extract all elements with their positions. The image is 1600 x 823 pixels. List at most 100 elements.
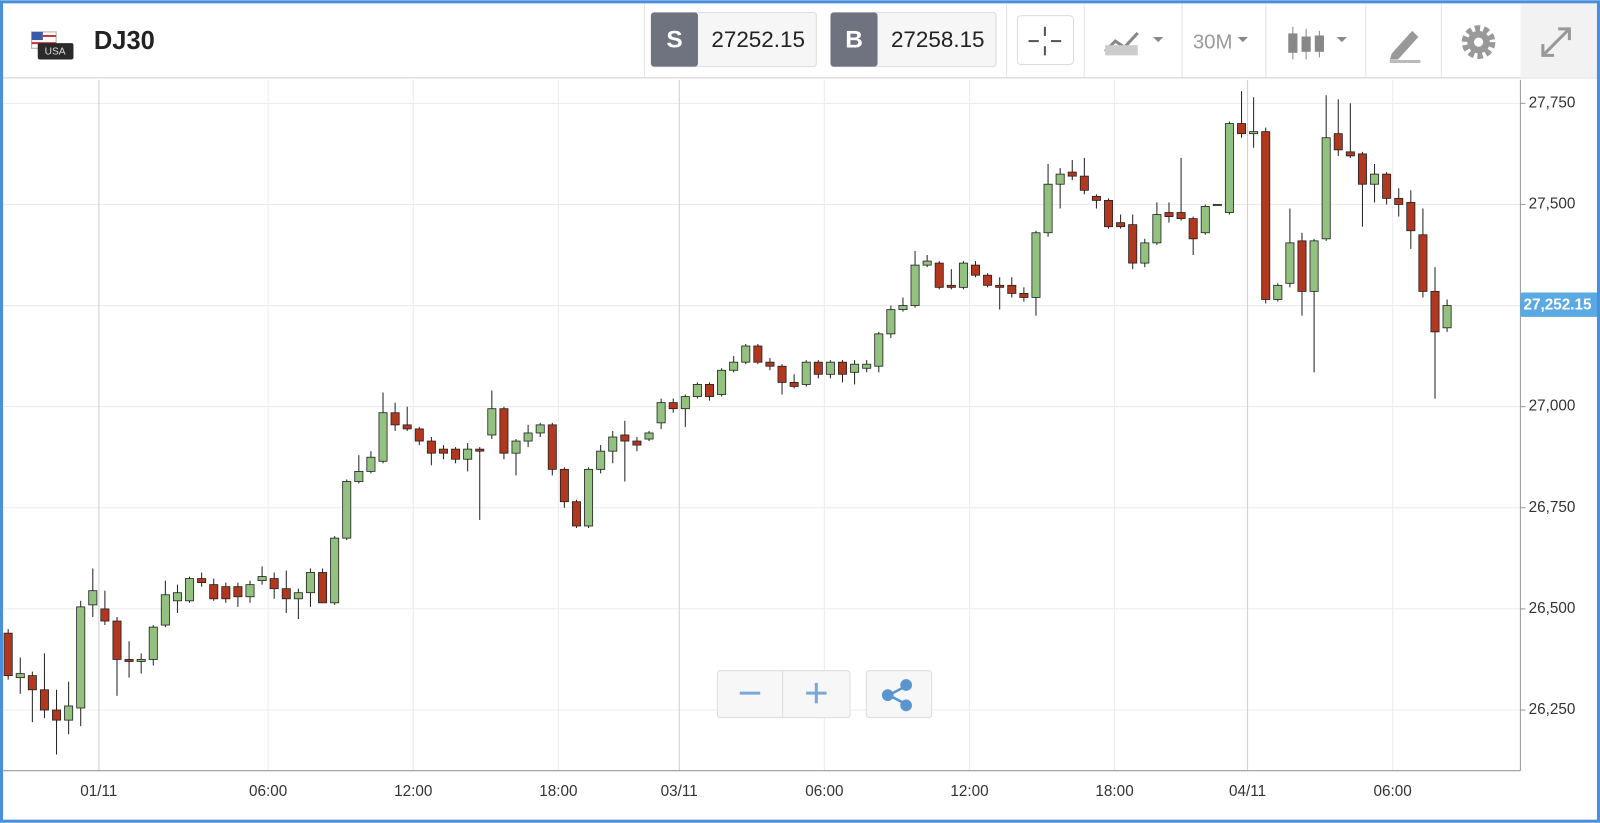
chart-type-button[interactable] bbox=[1104, 31, 1164, 56]
candle-body bbox=[898, 305, 908, 311]
candle-body bbox=[596, 450, 606, 470]
candle-body bbox=[1406, 202, 1416, 232]
caret bbox=[1237, 37, 1248, 43]
candle-body bbox=[390, 412, 400, 426]
candle-body bbox=[995, 284, 1005, 288]
icon-dot bbox=[900, 699, 912, 712]
separator bbox=[1440, 3, 1442, 78]
candle-body bbox=[366, 456, 376, 472]
candle-body bbox=[704, 384, 714, 397]
candle-body bbox=[886, 309, 896, 335]
candle-body bbox=[1382, 173, 1392, 199]
candle-body bbox=[946, 284, 956, 288]
candle-body bbox=[934, 262, 944, 288]
toolbar: USA DJ30 S 27252.15 B 27258.15 30M bbox=[3, 3, 1597, 79]
expand-icon bbox=[1541, 27, 1571, 57]
flag-tag bbox=[37, 43, 74, 60]
sell-tag bbox=[651, 12, 698, 67]
zoom-box bbox=[716, 670, 851, 719]
caret bbox=[1153, 37, 1164, 43]
candle-body bbox=[305, 572, 315, 594]
candle-body bbox=[692, 384, 702, 397]
candle-body bbox=[813, 361, 823, 375]
draw-tool-icon[interactable] bbox=[1389, 30, 1421, 64]
timeframe[interactable]: 30M bbox=[1193, 32, 1233, 54]
candle-body bbox=[1104, 199, 1114, 228]
candle-body bbox=[777, 365, 787, 383]
candle-body bbox=[136, 659, 146, 662]
candle-body bbox=[160, 594, 170, 626]
candle-body bbox=[499, 408, 509, 454]
symbol: DJ30 bbox=[94, 27, 155, 55]
candle-body bbox=[1285, 242, 1295, 284]
candle-body bbox=[1394, 197, 1404, 205]
candles-icon[interactable] bbox=[1288, 26, 1347, 60]
candle-body bbox=[451, 448, 461, 460]
area-icon bbox=[1105, 45, 1138, 56]
candle-body bbox=[3, 632, 13, 677]
candle-body bbox=[983, 274, 993, 286]
candle-body bbox=[571, 501, 581, 527]
sell-label: S bbox=[666, 27, 682, 54]
buy-label: B bbox=[845, 27, 863, 54]
icon-line bbox=[1558, 27, 1571, 41]
zoom-controls bbox=[716, 670, 933, 719]
plot-area: 26,25026,50026,75027,00027,25027,50027,7… bbox=[3, 79, 1600, 800]
candle-body bbox=[1043, 183, 1053, 234]
candle-body bbox=[426, 440, 436, 454]
candle-body bbox=[1019, 293, 1029, 298]
x-tick-label: 18:00 bbox=[539, 783, 577, 800]
candle-body bbox=[668, 402, 678, 410]
icon-line bbox=[1541, 44, 1555, 57]
separator bbox=[1006, 3, 1008, 78]
share-icon bbox=[881, 679, 912, 712]
icon-dot bbox=[881, 689, 894, 702]
candle-body bbox=[330, 537, 340, 604]
y-tick-label: 27,750 bbox=[1529, 94, 1576, 111]
separator bbox=[1181, 3, 1183, 78]
candle-body bbox=[76, 606, 86, 709]
candle-body bbox=[584, 468, 594, 527]
candle-body bbox=[741, 345, 751, 363]
candle-body bbox=[850, 363, 860, 373]
candle-body bbox=[487, 408, 497, 436]
settings-icon[interactable] bbox=[1461, 25, 1496, 59]
candle-body bbox=[1442, 305, 1452, 329]
separator bbox=[1365, 3, 1367, 78]
x-tick-label: 06:00 bbox=[1374, 783, 1412, 800]
y-tick-label: 27,000 bbox=[1529, 398, 1576, 415]
separator bbox=[1083, 3, 1085, 78]
crosshair-button[interactable] bbox=[1016, 15, 1074, 66]
candle-body bbox=[293, 592, 303, 600]
candle-body bbox=[463, 448, 473, 460]
candle-body bbox=[342, 481, 352, 539]
candle-body bbox=[1370, 173, 1380, 185]
candle-body bbox=[1188, 218, 1198, 240]
icon-body bbox=[1301, 36, 1311, 52]
candle-body bbox=[172, 592, 182, 602]
separator bbox=[643, 3, 645, 78]
candle-body bbox=[1200, 206, 1210, 234]
candle-body bbox=[789, 381, 799, 387]
x-tick-label: 01/11 bbox=[80, 783, 117, 800]
candle-body bbox=[1418, 234, 1428, 292]
candle-body bbox=[281, 588, 291, 600]
candle-body bbox=[64, 705, 74, 721]
candle-body bbox=[148, 626, 158, 660]
crosshair-icon bbox=[1028, 26, 1062, 56]
candle-body bbox=[318, 572, 328, 604]
zoom-in-button[interactable] bbox=[806, 682, 827, 704]
icon-line bbox=[1541, 27, 1571, 57]
candle-body bbox=[680, 396, 690, 410]
candle-body bbox=[1297, 240, 1307, 292]
x-tick-label: 04/11 bbox=[1229, 783, 1266, 800]
candle-body bbox=[523, 432, 533, 442]
candle-body bbox=[838, 361, 847, 375]
candle-body bbox=[1249, 131, 1259, 135]
candle-body bbox=[656, 402, 666, 424]
candle-body bbox=[1031, 232, 1041, 298]
share-button[interactable] bbox=[865, 670, 933, 719]
